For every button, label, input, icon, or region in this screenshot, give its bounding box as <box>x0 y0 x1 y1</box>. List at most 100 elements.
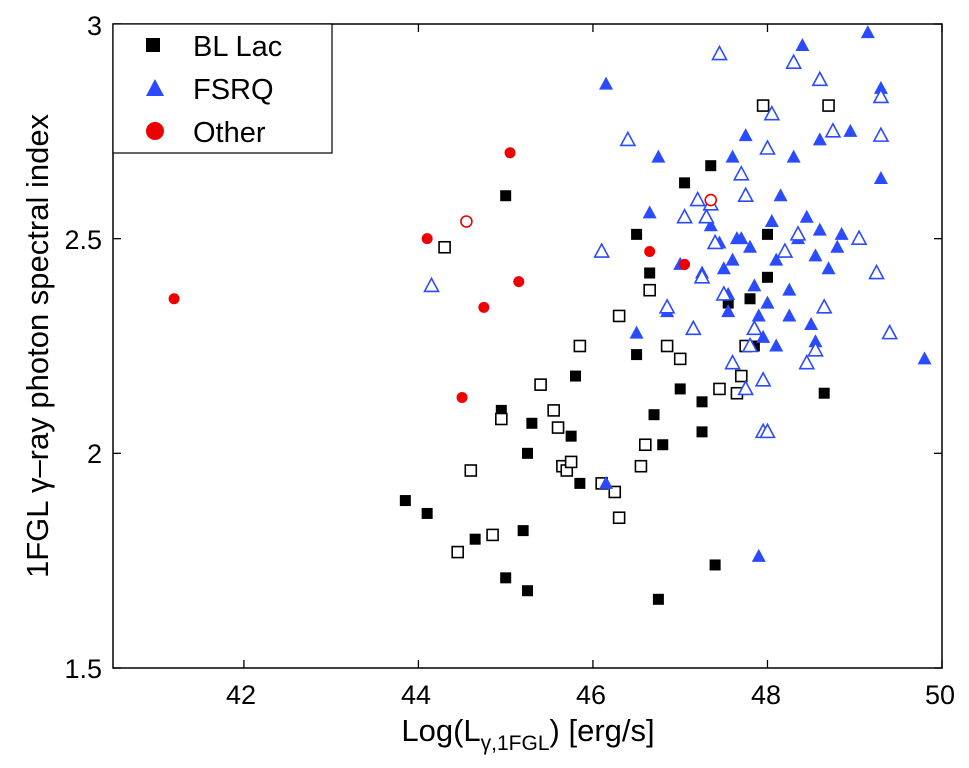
point-bl-lac-open <box>451 545 464 559</box>
point-fsrq-filled <box>703 218 718 232</box>
point-fsrq-open <box>698 208 715 224</box>
point-fsrq-filled <box>808 334 823 348</box>
point-bl-lac-open <box>756 99 770 112</box>
point-fsrq-open <box>737 186 754 203</box>
point-fsrq-filled <box>782 282 797 296</box>
point-fsrq-filled <box>743 239 758 253</box>
x-tick-label: 48 <box>751 680 781 710</box>
x-axis-title-main: Log(L <box>401 713 480 748</box>
point-fsrq-filled <box>751 308 766 322</box>
point-bl-lac-open <box>547 404 560 417</box>
plot-frame <box>112 23 943 669</box>
point-bl-lac-filled <box>495 404 507 416</box>
point-bl-lac-open <box>564 455 578 469</box>
point-fsrq-open <box>881 323 898 340</box>
point-fsrq-open <box>785 53 802 69</box>
point-fsrq-open <box>872 126 890 142</box>
point-bl-lac-filled <box>674 383 686 395</box>
point-bl-lac-filled <box>565 430 577 442</box>
point-fsrq-filled <box>769 252 784 266</box>
point-bl-lac-open <box>713 382 726 396</box>
point-fsrq-open <box>807 341 824 357</box>
point-fsrq-filled <box>830 239 845 253</box>
point-bl-lac-filled <box>696 426 708 438</box>
point-fsrq-filled <box>629 325 644 339</box>
point-bl-lac-open <box>438 240 451 254</box>
point-fsrq-open <box>850 229 868 245</box>
legend-label-fsrq: FSRQ <box>193 74 274 106</box>
legend-marker-square <box>146 38 160 52</box>
point-bl-lac-filled <box>469 533 481 545</box>
point-fsrq-filled <box>747 278 762 292</box>
point-fsrq-filled <box>716 261 731 275</box>
point-fsrq-filled <box>843 123 858 137</box>
point-fsrq-filled <box>651 149 666 163</box>
point-fsrq-open <box>706 233 724 250</box>
x-axis-title-subscript: γ,1FGL <box>481 732 550 755</box>
point-other-filled <box>679 258 691 270</box>
point-fsrq-open <box>763 104 781 121</box>
point-fsrq-open <box>693 268 711 284</box>
point-bl-lac-filled <box>722 297 734 309</box>
point-fsrq-open <box>737 379 754 396</box>
point-bl-lac-filled <box>500 190 512 202</box>
y-tick-labels: 1.5 2 2.5 3 <box>64 11 102 684</box>
point-fsrq-open <box>872 87 890 104</box>
point-bl-lac-filled <box>696 396 708 408</box>
y-tick-label: 1.5 <box>64 654 102 684</box>
point-fsrq-filled <box>721 304 736 318</box>
point-fsrq-open <box>658 298 676 314</box>
point-fsrq-open <box>798 353 816 370</box>
x-axis-title: Log(Lγ,1FGL) [erg/s] <box>401 713 654 755</box>
point-bl-lac-filled <box>761 228 773 240</box>
point-fsrq-filled <box>821 261 836 275</box>
point-bl-lac-filled <box>818 387 830 399</box>
point-bl-lac-open <box>612 511 626 525</box>
point-fsrq-open <box>741 336 759 353</box>
point-other-filled <box>513 276 525 288</box>
point-bl-lac-open <box>534 378 547 391</box>
point-other-filled <box>644 246 656 258</box>
x-tick-label: 50 <box>925 680 955 710</box>
point-bl-lac-open <box>486 528 499 542</box>
x-tick-label: 42 <box>226 680 256 710</box>
point-bl-lac-filled <box>631 228 643 240</box>
point-fsrq-open <box>715 285 733 301</box>
point-fsrq-filled <box>799 209 814 223</box>
point-fsrq-filled <box>756 329 771 343</box>
point-bl-lac-filled <box>500 572 512 584</box>
point-fsrq-open <box>711 44 728 61</box>
y-tick-label: 2 <box>87 439 102 469</box>
point-fsrq-filled <box>642 205 657 219</box>
legend-label-other: Other <box>193 117 266 149</box>
x-tick-label: 44 <box>401 680 431 710</box>
point-fsrq-open <box>689 190 707 207</box>
point-bl-lac-filled <box>709 559 721 571</box>
point-bl-lac-filled <box>744 293 756 305</box>
point-fsrq-open <box>754 371 772 387</box>
point-fsrq-filled <box>812 132 827 146</box>
point-bl-lac-open <box>734 369 748 383</box>
x-tick-labels: 42 44 46 48 50 <box>226 680 955 710</box>
point-fsrq-open <box>868 263 885 280</box>
point-fsrq-filled <box>773 188 788 202</box>
point-fsrq-filled <box>734 231 749 245</box>
point-fsrq-filled <box>834 226 849 240</box>
point-bl-lac-filled <box>574 477 586 489</box>
point-fsrq-open <box>423 276 440 293</box>
point-other-filled <box>504 147 516 159</box>
point-bl-lac-filled <box>679 177 691 189</box>
point-fsrq-filled <box>782 308 797 322</box>
point-bl-lac-open <box>612 309 626 323</box>
point-fsrq-filled <box>599 76 614 90</box>
x-tick-label: 46 <box>576 680 606 710</box>
point-bl-lac-open <box>660 339 674 353</box>
y-axis-title: 1FGL γ–ray photon spectral index <box>20 113 55 578</box>
point-fsrq-filled <box>812 222 827 236</box>
point-fsrq-filled <box>873 80 888 94</box>
point-bl-lac-filled <box>657 439 669 451</box>
point-bl-lac-open <box>634 459 648 473</box>
point-bl-lac-open <box>639 438 652 452</box>
point-fsrq-filled <box>725 252 740 266</box>
